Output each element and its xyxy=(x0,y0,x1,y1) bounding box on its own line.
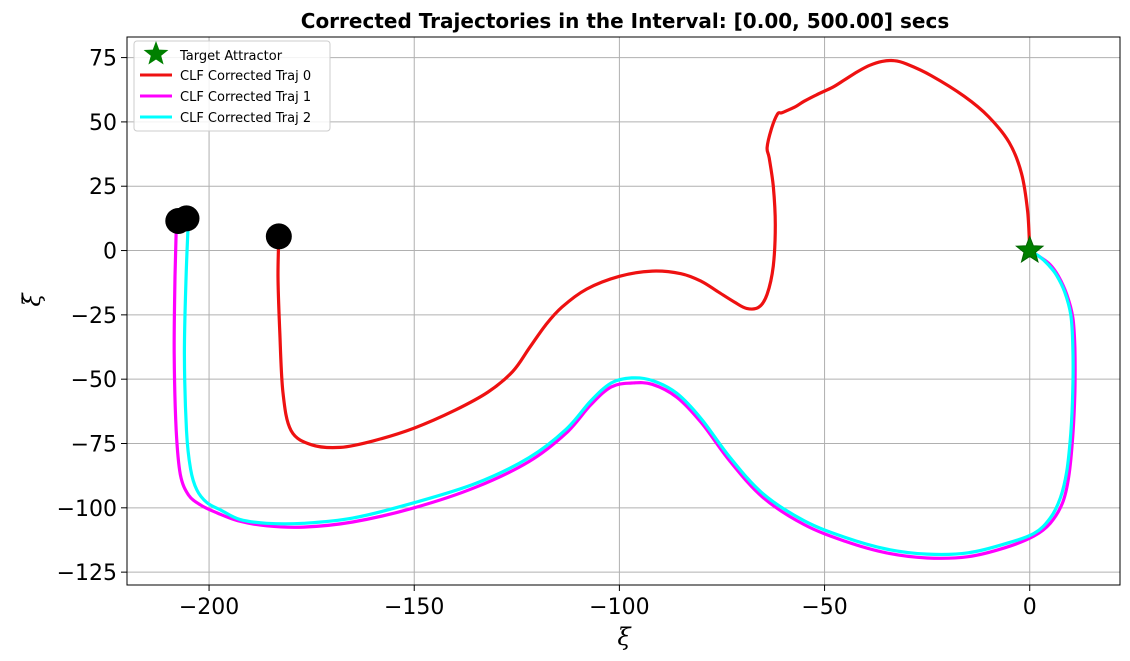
x-axis-label: ξ xyxy=(617,623,632,651)
trajectory-line-traj-2 xyxy=(182,215,1075,557)
legend-box xyxy=(133,40,331,132)
legend-label-traj-2: CLF Corrected Traj 2 xyxy=(180,111,311,126)
y-tick-label: 0 xyxy=(103,240,117,265)
chart-title: Corrected Trajectories in the Interval: … xyxy=(301,9,949,33)
legend: Target Attractor CLF Corrected Traj 0 CL… xyxy=(133,40,331,132)
legend-label-traj-1: CLF Corrected Traj 1 xyxy=(180,90,311,105)
x-tick-label: −200 xyxy=(179,595,239,620)
x-tick-label: −150 xyxy=(384,595,444,620)
y-tick-label: −125 xyxy=(57,561,117,586)
y-tick-label: 50 xyxy=(89,111,117,136)
series-layer xyxy=(172,58,1077,560)
trajectory-line-traj-1 xyxy=(172,228,1077,560)
tick-layer: −200 −150 −100 −50 0 75 50 25 0 −25 −50 −75 −100 −125 xyxy=(57,47,1037,620)
plot-frame xyxy=(126,36,1121,586)
y-tick-label: −50 xyxy=(71,368,117,393)
start-point-marker-traj-0 xyxy=(265,223,292,250)
start-point-marker-traj-2 xyxy=(173,205,200,232)
x-tick-label: −100 xyxy=(589,595,649,620)
x-tick-label: −50 xyxy=(801,595,847,620)
y-tick-label: −75 xyxy=(71,432,117,457)
marker-layer xyxy=(165,205,1045,264)
y-tick-label: 75 xyxy=(89,47,117,72)
y-tick-label: 25 xyxy=(89,175,117,200)
target-attractor-star xyxy=(1015,235,1045,264)
x-tick-label: 0 xyxy=(1023,595,1037,620)
y-axis-label: ξ̇ xyxy=(18,292,46,307)
legend-star-marker xyxy=(143,41,169,65)
y-tick-label: −100 xyxy=(57,497,117,522)
trajectory-line-traj-0 xyxy=(276,58,1032,450)
legend-label-traj-0: CLF Corrected Traj 0 xyxy=(180,69,311,84)
legend-label-target: Target Attractor xyxy=(179,49,283,64)
y-tick-label: −25 xyxy=(71,304,117,329)
